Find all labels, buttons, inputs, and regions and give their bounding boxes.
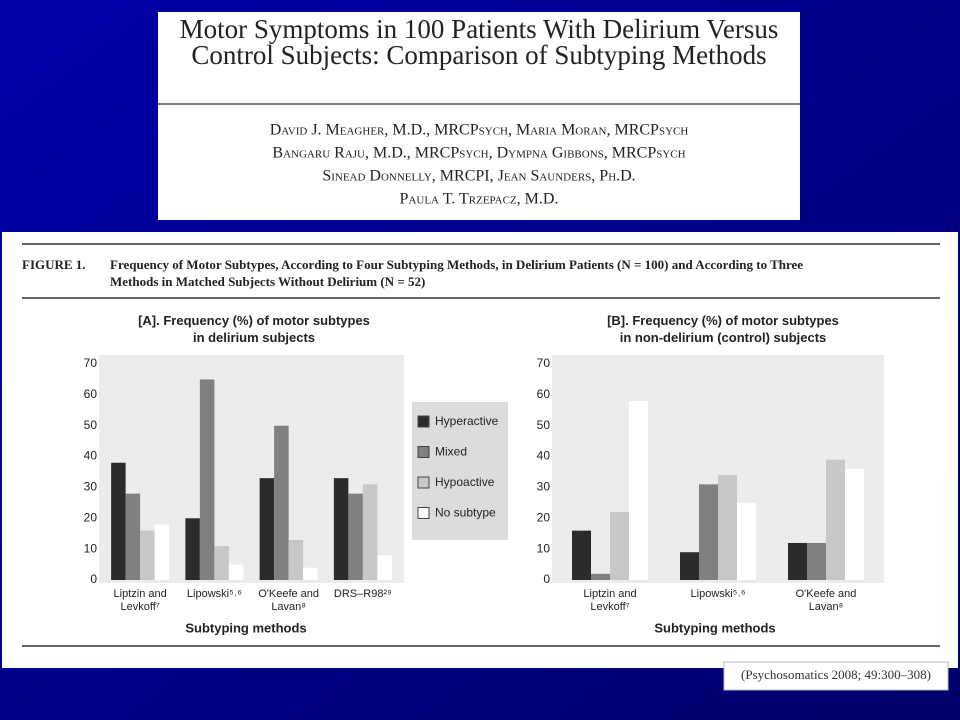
bar	[185, 518, 200, 580]
bar	[377, 555, 392, 580]
y-tick-label: 0	[90, 572, 97, 586]
bar	[199, 379, 215, 580]
x-tick-label: Lipowski⁵˒⁶	[691, 588, 746, 600]
legend-label: Hyperactive	[435, 414, 499, 428]
x-tick-label: DRS–R98²⁹	[334, 588, 392, 600]
legend-swatch	[417, 507, 430, 519]
legend-label: No subtype	[435, 506, 496, 520]
text-line: O'Keefe and	[796, 588, 857, 600]
x-axis-label: Subtyping methods	[654, 620, 775, 635]
y-tick-label: 50	[537, 418, 551, 432]
text-line: Lipowski⁵˒⁶	[691, 588, 746, 600]
y-tick-label: 30	[537, 480, 551, 494]
x-tick-label: O'Keefe and Lavan⁸	[796, 588, 857, 613]
text-line: O'Keefe and	[258, 588, 319, 600]
bar	[214, 546, 229, 580]
header-box	[158, 12, 800, 220]
y-tick-label: 40	[84, 449, 98, 463]
bar	[125, 493, 141, 580]
bar	[228, 564, 244, 580]
y-tick-label: 60	[537, 387, 551, 401]
y-tick-label: 60	[84, 387, 98, 401]
chart-title: [A]. Frequency (%) of motor subtypes in d…	[138, 313, 370, 345]
y-tick-label: 20	[84, 510, 98, 524]
paper-title: Motor Symptoms in 100 Patients With Deli…	[180, 14, 779, 70]
y-tick-label: 70	[537, 356, 551, 370]
text-line: in delirium subjects	[193, 330, 315, 345]
bar	[140, 530, 155, 580]
figure-caption: Frequency of Motor Subtypes, According t…	[110, 257, 803, 289]
text-line: Frequency of Motor Subtypes, According t…	[110, 257, 803, 272]
bar	[610, 512, 629, 580]
bar	[680, 552, 699, 580]
y-tick-label: 70	[84, 356, 98, 370]
y-tick-label: 20	[537, 510, 551, 524]
bar	[737, 502, 756, 580]
text-line: Motor Symptoms in 100 Patients With Deli…	[180, 14, 779, 44]
bar	[348, 493, 363, 580]
y-tick-label: 40	[537, 449, 551, 463]
x-tick-label: Liptzin and Levkoff⁷	[114, 588, 167, 613]
chart-title: [B]. Frequency (%) of motor subtypes in n…	[607, 313, 839, 345]
text-line: Lavan⁸	[271, 601, 306, 613]
legend-label: Hypoactive	[435, 475, 495, 489]
author-line: David J. Meagher, M.D., MRCPsych, Maria …	[270, 122, 689, 139]
citation: (Psychosomatics 2008; 49:300–308)	[741, 667, 931, 682]
figure-label: FIGURE 1.	[22, 257, 86, 272]
y-tick-label: 10	[537, 541, 551, 555]
citation-box	[723, 661, 949, 691]
text-line: Lavan⁸	[809, 601, 844, 613]
bar	[826, 459, 845, 580]
bar	[362, 484, 378, 580]
author-line: Paula T. Trzepacz, M.D.	[400, 191, 559, 208]
bar	[807, 542, 826, 580]
bar	[629, 401, 648, 580]
x-tick-label: Lipowski⁵˒⁶	[187, 588, 242, 600]
text-line: Lipowski⁵˒⁶	[187, 588, 242, 600]
bar	[591, 573, 610, 580]
text-line: Liptzin and	[114, 588, 167, 600]
text-line: Levkoff⁷	[590, 601, 629, 613]
text-line: in non-delirium (control) subjects	[620, 330, 827, 345]
bar	[333, 478, 349, 580]
bar	[788, 542, 807, 580]
bar	[718, 475, 737, 580]
bar	[845, 468, 864, 580]
legend-swatch	[417, 415, 430, 428]
bar	[699, 484, 718, 580]
bar	[288, 539, 304, 580]
y-tick-label: 0	[543, 572, 550, 586]
text-line: [A]. Frequency (%) of motor subtypes	[138, 313, 370, 328]
text-line: Liptzin and	[583, 588, 636, 600]
text-line: DRS–R98²⁹	[334, 588, 392, 600]
bar	[303, 567, 318, 580]
text-line: [B]. Frequency (%) of motor subtypes	[607, 313, 839, 328]
text-line: Control Subjects: Comparison of Subtypin…	[191, 40, 766, 70]
text-line: Methods in Matched Subjects Without Deli…	[110, 274, 425, 289]
legend-label: Mixed	[435, 445, 467, 459]
author-line: Sinead Donnelly, MRCPI, Jean Saunders, P…	[322, 168, 635, 185]
x-tick-label: O'Keefe and Lavan⁸	[258, 588, 319, 613]
bar	[111, 462, 126, 580]
author-line: Bangaru Raju, M.D., MRCPsych, Dympna Gib…	[272, 145, 685, 162]
bar	[274, 425, 289, 580]
y-tick-label: 30	[84, 480, 98, 494]
bar	[259, 478, 275, 580]
legend-swatch	[417, 476, 430, 489]
y-tick-label: 10	[84, 541, 98, 555]
bar	[154, 524, 170, 580]
bar	[572, 530, 591, 580]
x-tick-label: Liptzin and Levkoff⁷	[583, 588, 636, 613]
text-line: Levkoff⁷	[121, 601, 160, 613]
legend-swatch	[417, 446, 430, 458]
y-tick-label: 50	[84, 418, 98, 432]
x-axis-label: Subtyping methods	[185, 620, 306, 635]
